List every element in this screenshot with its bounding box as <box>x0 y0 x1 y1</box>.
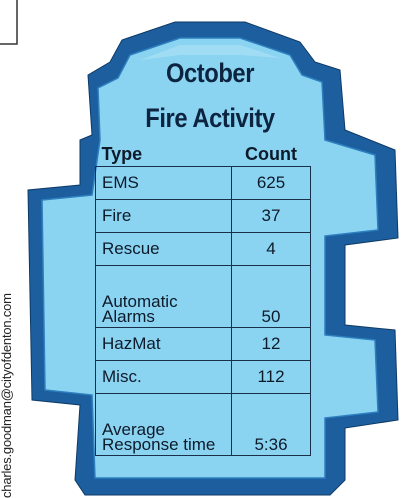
cell-text: HazMat <box>102 334 161 353</box>
cell-text: 50 <box>261 307 281 326</box>
table-row: Average Response time 5:36 <box>95 393 311 456</box>
table-cell: Automatic Alarms <box>95 265 232 328</box>
header-cell: Count <box>231 141 311 167</box>
table-row: Fire 37 <box>95 199 311 233</box>
cell-text: 12 <box>261 334 281 353</box>
activity-table: Type Count EMS 625 Fire 37 Rescue 4 Automatic Al… <box>95 141 311 456</box>
cell-text: Average Response time <box>102 420 216 454</box>
cell-text: EMS <box>102 173 139 192</box>
table-cell: 112 <box>231 360 311 394</box>
cell-text: Rescue <box>102 239 160 258</box>
table-cell: EMS <box>95 166 232 200</box>
table-cell: Average Response time <box>95 393 232 456</box>
cell-text: 37 <box>261 206 281 225</box>
title-line: October <box>165 58 255 88</box>
table-row: HazMat 12 <box>95 327 311 361</box>
title-line: Fire Activity <box>145 103 275 133</box>
cell-text: 625 <box>256 173 286 192</box>
frame-fragment <box>0 0 18 45</box>
table-cell: 4 <box>231 232 311 266</box>
table-cell: Fire <box>95 199 232 233</box>
cell-text: Automatic Alarms <box>102 292 178 326</box>
cell-text: 4 <box>266 239 276 258</box>
table-cell: Rescue <box>95 232 232 266</box>
table-row: Rescue 4 <box>95 232 311 266</box>
table-row: EMS 625 <box>95 166 311 200</box>
table-cell: 12 <box>231 327 311 361</box>
table-cell: 50 <box>231 265 311 328</box>
header-row: Type Count <box>95 141 311 167</box>
cell-text: 112 <box>257 367 285 386</box>
table-row: Automatic Alarms 50 <box>95 265 311 328</box>
cell-text: Fire <box>102 206 132 225</box>
header-cell: Type <box>95 141 232 167</box>
table-cell: Misc. <box>95 360 232 394</box>
cell-text: 5:36 <box>254 435 288 454</box>
table-cell: 625 <box>231 166 311 200</box>
credit: charles.goodman@cityofdenton.com <box>0 293 14 498</box>
table-cell: 5:36 <box>231 393 311 456</box>
table-row: Misc. 112 <box>95 360 311 394</box>
table-cell: 37 <box>231 199 311 233</box>
hydrant-highlight <box>140 45 280 60</box>
cell-text: Misc. <box>102 367 142 386</box>
table-cell: HazMat <box>95 327 232 361</box>
